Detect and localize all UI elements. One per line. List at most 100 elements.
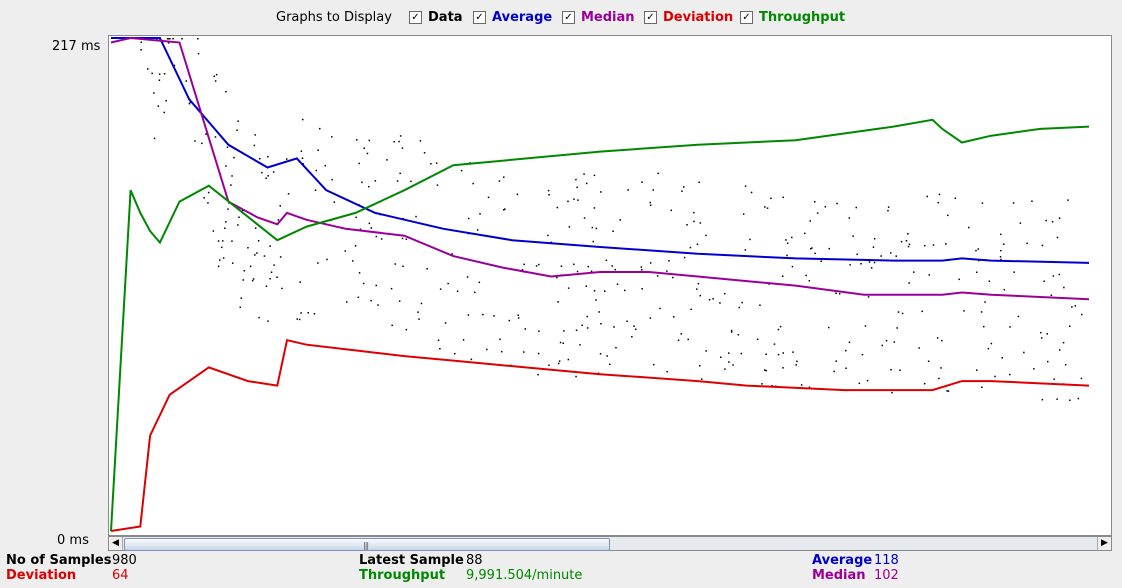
data-point: [396, 180, 399, 182]
data-point: [212, 230, 215, 232]
deviation-value: 64: [112, 568, 129, 583]
data-point: [586, 327, 589, 329]
data-point: [947, 214, 949, 217]
data-point: [681, 190, 683, 192]
data-point: [1051, 221, 1054, 223]
legend-bar: Graphs to Display ✓ Data ✓ Average ✓ Med…: [0, 8, 1122, 28]
data-point: [764, 369, 766, 371]
data-point: [880, 255, 882, 257]
data-point: [659, 307, 661, 310]
data-point: [786, 242, 789, 244]
data-point: [201, 142, 203, 145]
data-point: [331, 136, 333, 138]
data-point: [1074, 305, 1077, 307]
data-point: [486, 348, 488, 351]
data-point: [868, 261, 871, 263]
scroll-left-icon[interactable]: ◀: [109, 537, 123, 550]
scroll-thumb[interactable]: |||: [124, 538, 610, 551]
data-point: [393, 141, 395, 143]
data-point: [590, 270, 593, 272]
data-point: [672, 276, 674, 279]
data-point: [401, 237, 404, 240]
data-point: [696, 243, 699, 245]
deviation-line: [110, 338, 1090, 532]
data-point: [368, 139, 370, 142]
data-point: [517, 317, 520, 319]
data-point: [828, 247, 830, 250]
data-point: [324, 164, 326, 167]
data-point: [140, 49, 142, 51]
data-point: [732, 364, 734, 366]
checkbox-average[interactable]: ✓ Average: [473, 10, 552, 25]
data-point: [1000, 249, 1002, 252]
data-point: [740, 352, 742, 355]
data-point: [217, 265, 220, 268]
scroll-right-icon[interactable]: ▶: [1097, 537, 1111, 550]
data-point: [401, 147, 404, 149]
data-point: [538, 330, 540, 332]
data-point: [1033, 368, 1035, 370]
data-point: [460, 169, 463, 172]
data-point: [666, 370, 668, 373]
data-point: [158, 73, 161, 75]
data-point: [237, 120, 239, 122]
data-point: [976, 271, 978, 273]
data-point: [724, 293, 726, 295]
data-point: [247, 247, 249, 249]
data-point: [624, 289, 626, 292]
data-point: [855, 206, 857, 209]
data-point: [236, 129, 238, 131]
data-point: [517, 314, 519, 316]
data-point: [487, 196, 490, 199]
data-point: [810, 248, 812, 250]
data-point: [547, 234, 549, 237]
data-point: [501, 350, 503, 353]
data-point: [185, 80, 187, 82]
data-point: [958, 278, 960, 281]
data-point: [814, 252, 816, 255]
data-point: [656, 275, 659, 277]
data-point: [901, 312, 904, 315]
data-point: [281, 287, 283, 290]
data-point: [595, 299, 597, 301]
data-point: [984, 301, 986, 303]
data-point: [686, 224, 688, 226]
checkbox-data[interactable]: ✓ Data: [409, 10, 463, 25]
data-point: [239, 306, 241, 309]
data-point: [454, 352, 456, 355]
data-point: [567, 358, 570, 361]
data-point: [435, 162, 438, 164]
horizontal-scrollbar[interactable]: ◀ ||| ▶: [108, 536, 1112, 551]
data-point: [599, 353, 602, 355]
data-point: [595, 227, 598, 230]
checkbox-median[interactable]: ✓ Median: [562, 10, 635, 25]
data-point: [1000, 233, 1002, 236]
legend-title: Graphs to Display: [276, 10, 392, 25]
data-point: [516, 193, 519, 196]
data-point: [954, 197, 957, 199]
throughput-line: [110, 118, 1090, 532]
data-point: [786, 254, 788, 257]
data-point: [1002, 243, 1005, 245]
data-point: [326, 258, 328, 261]
data-point: [391, 324, 393, 327]
data-point: [907, 233, 909, 235]
data-point: [890, 369, 892, 371]
data-point: [1058, 217, 1061, 219]
data-point: [1003, 288, 1006, 291]
data-point: [254, 227, 257, 229]
data-point: [523, 263, 525, 266]
data-point: [466, 276, 469, 278]
data-point: [242, 279, 244, 281]
data-point: [272, 171, 275, 173]
checkbox-throughput[interactable]: ✓ Throughput: [740, 10, 845, 25]
data-point: [924, 245, 926, 247]
data-point: [355, 216, 357, 219]
data-point: [252, 278, 255, 280]
data-point: [273, 264, 275, 266]
data-point: [782, 196, 784, 199]
data-point: [600, 191, 602, 193]
checkbox-deviation[interactable]: ✓ Deviation: [644, 10, 733, 25]
data-point: [936, 337, 939, 339]
data-point: [976, 369, 978, 371]
